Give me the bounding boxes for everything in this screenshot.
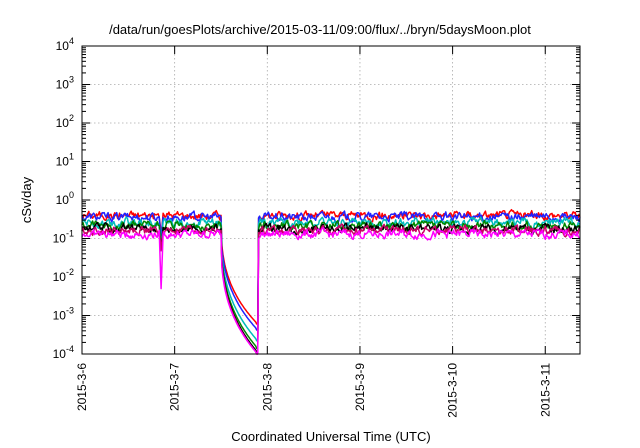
x-tick-label: 2015-3-11 [538, 363, 552, 417]
series-line [81, 221, 581, 354]
y-axis-label: cSv/day [19, 176, 34, 223]
series-line [81, 227, 581, 355]
x-axis-label: Coordinated Universal Time (UTC) [231, 429, 430, 444]
series-line [81, 208, 581, 325]
y-tick-label: 103 [56, 75, 74, 92]
y-tick-label: 10-2 [53, 267, 74, 284]
x-tick-label: 2015-3-8 [260, 363, 274, 411]
y-tick-label: 10-3 [53, 306, 74, 323]
y-tick-label: 102 [56, 113, 74, 130]
series-lines [81, 208, 581, 355]
series-line [81, 216, 581, 342]
y-tick-label: 10-4 [53, 344, 74, 361]
tick-marks [81, 45, 580, 355]
y-tick-label: 104 [56, 36, 74, 53]
y-tick-label: 10-1 [53, 229, 74, 246]
x-tick-label: 2015-3-9 [353, 363, 367, 411]
y-tick-label: 100 [56, 190, 74, 207]
y-tick-label: 101 [56, 152, 74, 169]
x-tick-label: 2015-3-7 [168, 363, 182, 411]
x-tick-label: 2015-3-10 [446, 363, 460, 418]
x-tick-labels: 2015-3-6 2015-3-7 2015-3-8 2015-3-9 2015-3-1… [75, 363, 552, 418]
series-line [81, 223, 581, 355]
grid-lines [81, 46, 580, 354]
y-tick-labels: 10-4 10-3 10-2 10-1 100 101 102 103 104 [53, 36, 74, 361]
x-tick-label: 2015-3-6 [75, 363, 89, 411]
chart-title: /data/run/goesPlots/archive/2015-03-11/0… [109, 22, 531, 37]
series-line [81, 219, 581, 350]
